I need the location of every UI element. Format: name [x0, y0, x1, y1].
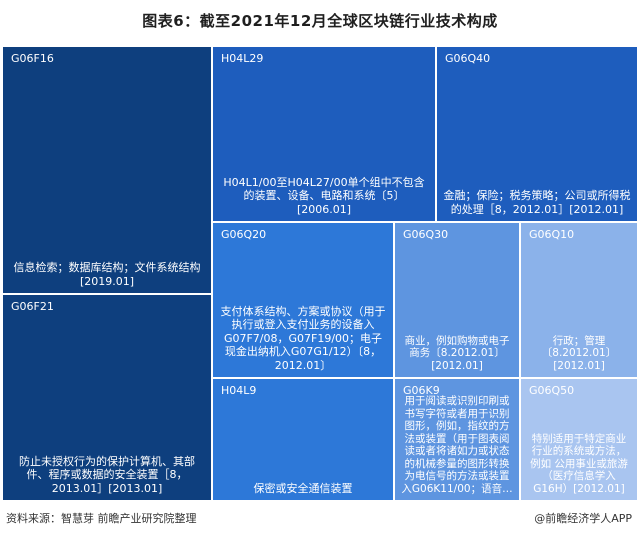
tile-code-label: H04L9 [221, 384, 257, 397]
treemap-tile-g06f16: G06F16 信息检索；数据库结构；文件系统结构[2019.01] [2, 46, 212, 294]
treemap-tile-g06q10: G06Q10 行政；管理〔8.2012.01〕[2012.01] [520, 222, 638, 378]
tile-description: 防止未授权行为的保护计算机、其部件、程序或数据的安全装置［8，2013.01］[… [19, 454, 195, 495]
tile-description: 行政；管理〔8.2012.01〕[2012.01] [541, 334, 617, 372]
tile-description: 商业，例如购物或电子商务〔8.2012.01〕[2012.01] [404, 334, 510, 372]
treemap-tile-h04l9: H04L9 保密或安全通信装置 [212, 378, 394, 501]
treemap-tile-g06q50: G06Q50 特别适用于特定商业行业的系统或方法，例如 公用事业或旅游（医疗信息学… [520, 378, 638, 501]
tile-description: 金融；保险；税务策略；公司或所得税的处理［8，2012.01］[2012.01] [443, 189, 631, 216]
brand-label: @前瞻经济学人APP [534, 512, 632, 525]
treemap-tile-g06q20: G06Q20 支付体系结构、方案或协议（用于执行或登入支付业务的设备入G07F7/… [212, 222, 394, 378]
tile-description: H04L1/00至H04L27/00单个组中不包含的装置、设备、电路和系统〔5〕… [223, 175, 425, 216]
treemap-tile-g06q40: G06Q40 金融；保险；税务策略；公司或所得税的处理［8，2012.01］[20… [436, 46, 638, 222]
tile-code-label: G06Q40 [445, 52, 491, 65]
tile-code-label: G06Q10 [529, 228, 575, 241]
tile-description: 信息检索；数据库结构；文件系统结构[2019.01] [13, 261, 201, 288]
treemap-tile-g06q30: G06Q30 商业，例如购物或电子商务〔8.2012.01〕[2012.01] [394, 222, 520, 378]
tile-code-label: G06Q20 [221, 228, 267, 241]
source-note: 资料来源：智慧芽 前瞻产业研究院整理 [6, 512, 197, 525]
treemap-tile-g06k9: G06K9 用于阅读或识别印刷或书写字符或者用于识别图形，例如，指纹的方法或装置（… [394, 378, 520, 501]
tile-code-label: G06K9 [403, 384, 440, 397]
treemap-tile-h04l29: H04L29 H04L1/00至H04L27/00单个组中不包含的装置、设备、电路… [212, 46, 436, 222]
footer: 资料来源：智慧芽 前瞻产业研究院整理 @前瞻经济学人APP [0, 508, 640, 528]
tile-description: 保密或安全通信装置 [253, 481, 353, 495]
tile-code-label: G06F16 [11, 52, 54, 65]
tile-code-label: G06Q30 [403, 228, 449, 241]
treemap: G06F16 信息检索；数据库结构；文件系统结构[2019.01] G06F21 防止… [0, 40, 640, 502]
tile-code-label: G06F21 [11, 300, 54, 313]
tile-description: 支付体系结构、方案或协议（用于执行或登入支付业务的设备入G07F7/08，G07… [220, 304, 386, 372]
treemap-tile-g06f21: G06F21 防止未授权行为的保护计算机、其部件、程序或数据的安全装置［8，201… [2, 294, 212, 501]
tile-code-label: G06Q50 [529, 384, 575, 397]
chart-title: 图表6：截至2021年12月全球区块链行业技术构成 [142, 12, 498, 30]
tile-description: 特别适用于特定商业行业的系统或方法，例如 公用事业或旅游（医疗信息学入G16H）… [530, 432, 628, 495]
tile-code-label: H04L29 [221, 52, 264, 65]
tile-description: 用于阅读或识别印刷或书写字符或者用于识别图形，例如，指纹的方法或装置（用于图表阅… [401, 395, 513, 495]
